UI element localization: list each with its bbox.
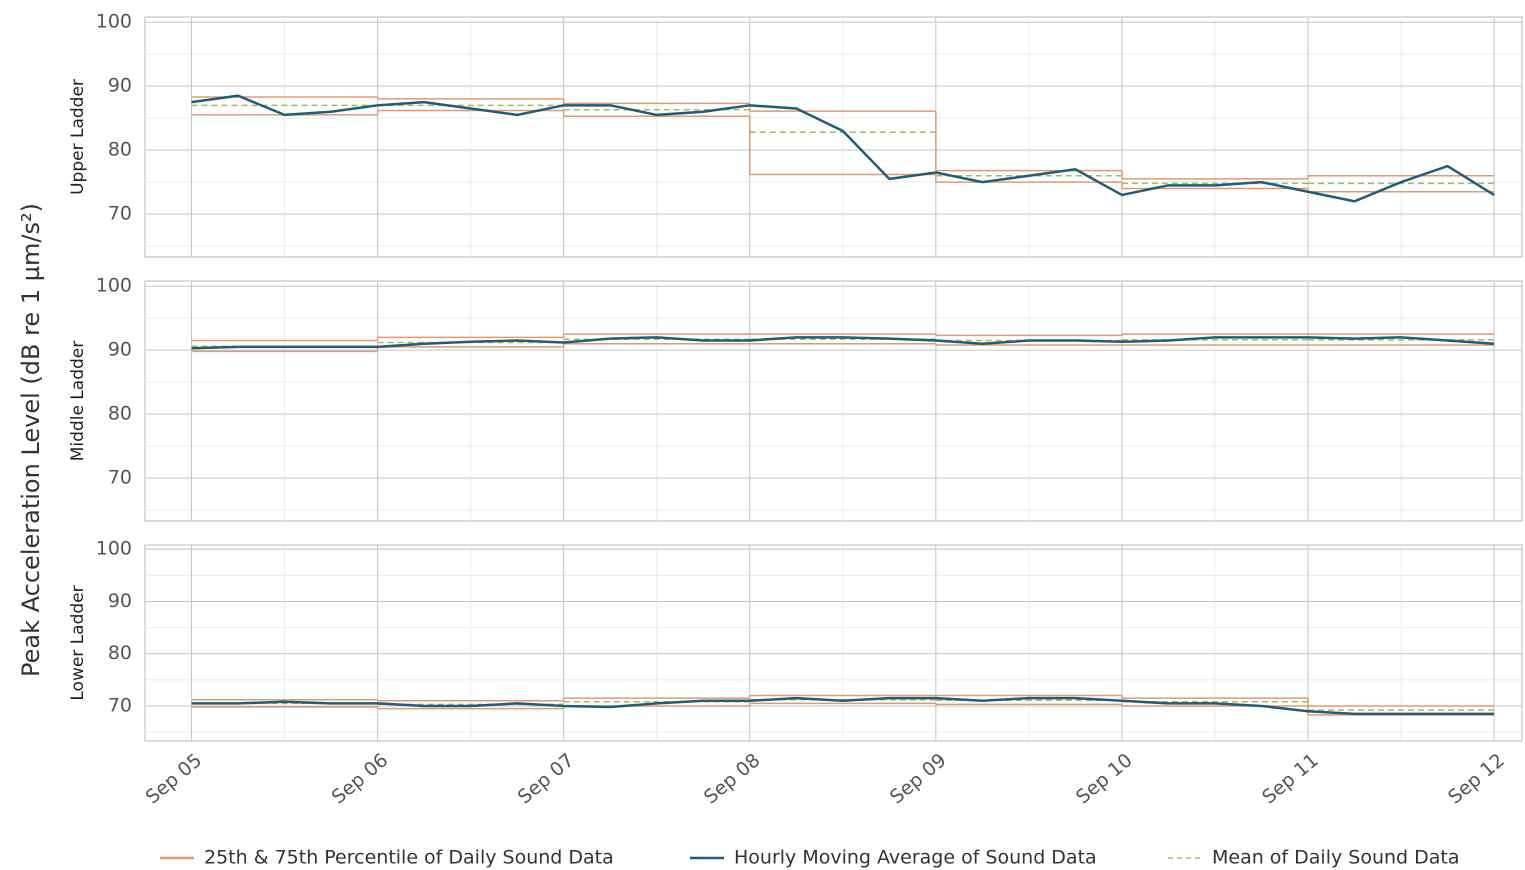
x-tick-label: Sep 06: [328, 749, 393, 808]
moving-average-line: [191, 94, 1495, 203]
y-tick-label: 100: [96, 538, 132, 560]
panel: [144, 280, 1523, 522]
y-tick-label: 70: [108, 467, 132, 489]
moving-average-line: [191, 696, 1495, 716]
panel: [144, 16, 1523, 258]
y-tick-label: 80: [108, 642, 132, 664]
y-axis-title: Peak Acceleration Level (dB re 1 µm/s²): [17, 203, 45, 677]
y-tick-label: 80: [108, 139, 132, 161]
y-tick-label: 100: [96, 275, 132, 297]
x-tick-label: Sep 07: [514, 749, 579, 808]
x-tick-label: Sep 11: [1258, 749, 1323, 808]
legend-label: Mean of Daily Sound Data: [1212, 847, 1460, 869]
x-tick-label: Sep 05: [142, 749, 207, 808]
panel-label: Lower Ladder: [68, 585, 88, 700]
y-tick-label: 90: [108, 590, 132, 612]
x-tick-label: Sep 09: [886, 749, 951, 808]
x-tick-label: Sep 10: [1072, 749, 1137, 808]
y-tick-label: 100: [96, 11, 132, 33]
y-tick-label: 90: [108, 75, 132, 97]
panel-label: Middle Ladder: [68, 341, 88, 461]
x-tick-label: Sep 12: [1444, 749, 1509, 808]
y-tick-label: 70: [108, 694, 132, 716]
y-tick-label: 70: [108, 203, 132, 225]
moving-average-line: [191, 336, 1495, 350]
legend-label: Hourly Moving Average of Sound Data: [734, 847, 1097, 869]
panel-label: Upper Ladder: [68, 79, 88, 195]
legend-label: 25th & 75th Percentile of Daily Sound Da…: [204, 847, 614, 869]
x-tick-label: Sep 08: [700, 749, 765, 808]
y-tick-label: 80: [108, 403, 132, 425]
y-tick-label: 90: [108, 339, 132, 361]
